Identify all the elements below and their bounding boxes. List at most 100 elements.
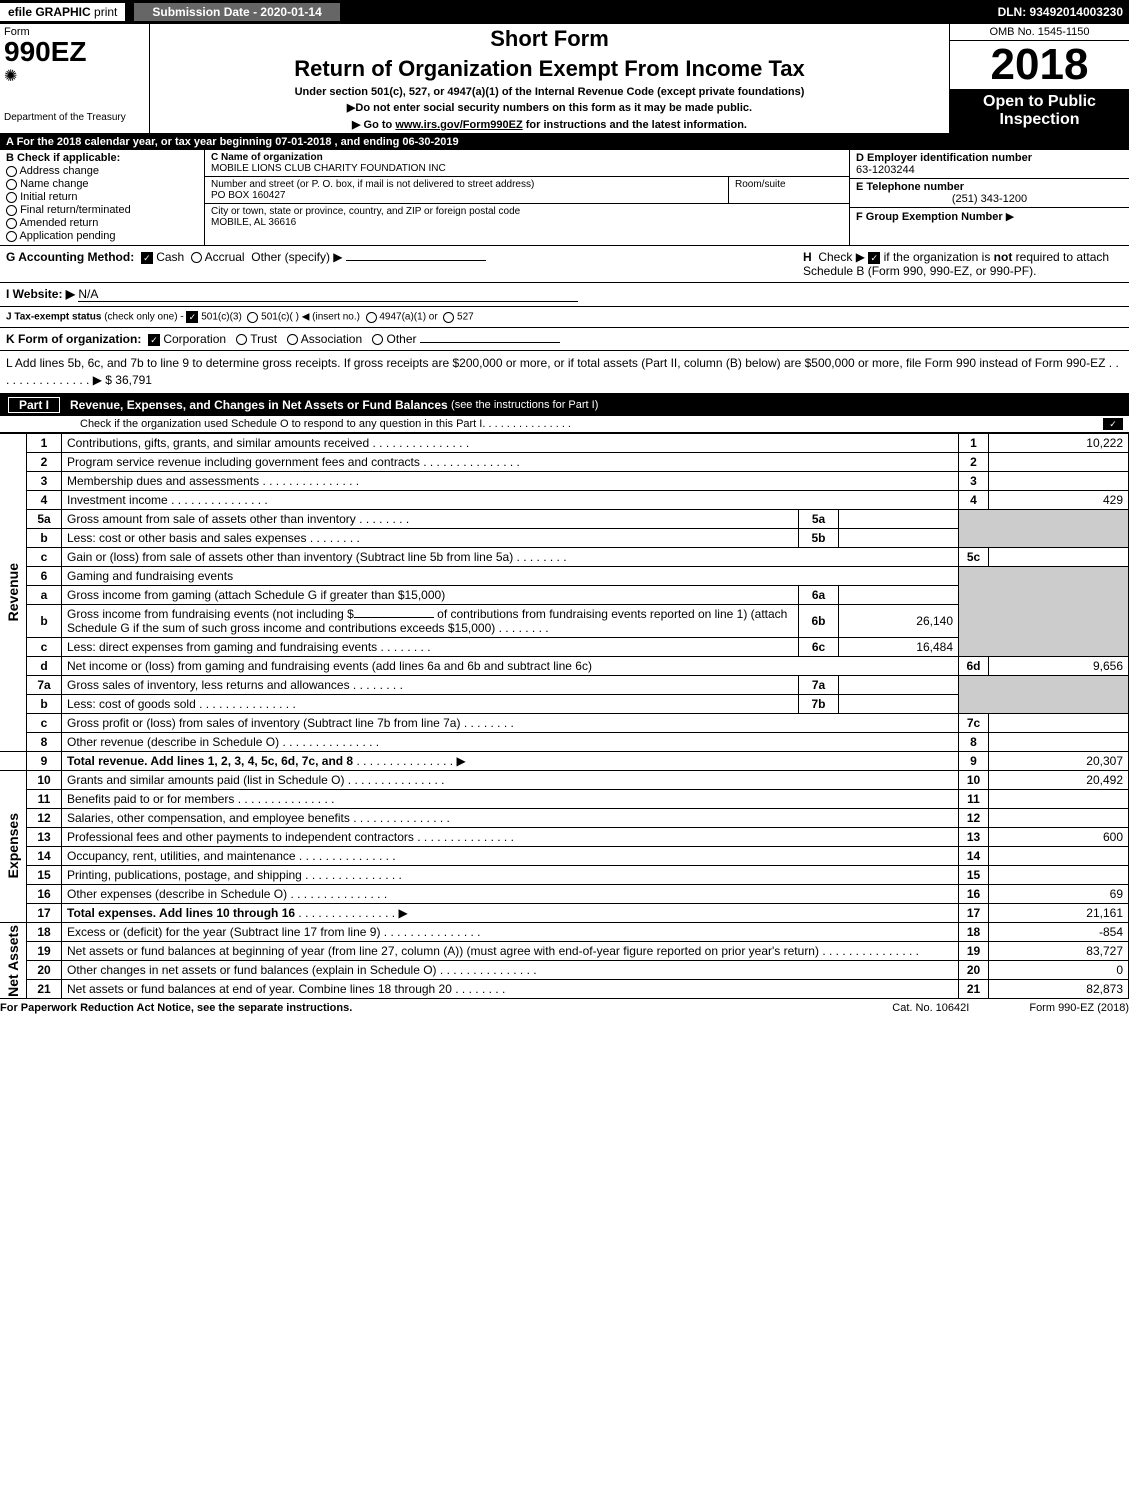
line-1-desc: Contributions, gifts, grants, and simila… — [67, 436, 369, 450]
row-18: Net Assets 18 Excess or (deficit) for th… — [0, 922, 1129, 941]
row-5c: c Gain or (loss) from sale of assets oth… — [0, 547, 1129, 566]
row-8: 8 Other revenue (describe in Schedule O)… — [0, 732, 1129, 751]
g-accrual: Accrual — [205, 250, 245, 264]
k-row: K Form of organization: ✓ Corporation Tr… — [0, 328, 1129, 351]
part1-header: Part I Revenue, Expenses, and Changes in… — [0, 394, 1129, 416]
line-18-desc: Excess or (deficit) for the year (Subtra… — [67, 925, 380, 939]
j-label: J Tax-exempt status — [6, 312, 101, 323]
line-2-num: 2 — [27, 452, 62, 471]
header-center: Short Form Return of Organization Exempt… — [150, 24, 949, 133]
line-3-num: 3 — [27, 471, 62, 490]
i-label: I Website: ▶ — [6, 287, 75, 301]
check-h[interactable]: ✓ — [868, 252, 880, 264]
org-info-block: B Check if applicable: Address change Na… — [0, 150, 1129, 246]
check-amended-return[interactable] — [6, 218, 17, 229]
street: PO BOX 160427 — [211, 190, 722, 201]
check-final-return[interactable] — [6, 205, 17, 216]
section-c: C Name of organization MOBILE LIONS CLUB… — [205, 150, 849, 245]
line-21-desc: Net assets or fund balances at end of ye… — [67, 982, 452, 996]
line-6a-ic: 6a — [799, 585, 839, 604]
line-21-val: 82,873 — [989, 980, 1129, 999]
check-cash[interactable]: ✓ — [141, 252, 153, 264]
row-9: 9 Total revenue. Add lines 1, 2, 3, 4, 5… — [0, 751, 1129, 770]
line-5a-iv — [839, 509, 959, 528]
check-trust[interactable] — [236, 334, 247, 345]
check-initial-return[interactable] — [6, 192, 17, 203]
goto-post: for instructions and the latest informat… — [523, 119, 747, 131]
row-5a: 5a Gross amount from sale of assets othe… — [0, 509, 1129, 528]
line-6-num: 6 — [27, 566, 62, 585]
row-19: 19 Net assets or fund balances at beginn… — [0, 941, 1129, 960]
check-application-pending[interactable] — [6, 231, 17, 242]
check-4947[interactable] — [366, 312, 377, 323]
check-assoc[interactable] — [287, 334, 298, 345]
line-1-col: 1 — [959, 433, 989, 452]
line-21-dots: . . . . . . . . — [455, 982, 505, 996]
line-11-dots: . . . . . . . . . . . . . . . — [238, 792, 335, 806]
row-12: 12 Salaries, other compensation, and emp… — [0, 808, 1129, 827]
check-501c3[interactable]: ✓ — [186, 311, 198, 323]
j-row: J Tax-exempt status (check only one) - ✓… — [0, 307, 1129, 328]
check-label-5: Application pending — [19, 230, 115, 242]
goto-url[interactable]: www.irs.gov/Form990EZ — [395, 119, 522, 131]
check-address-change[interactable] — [6, 166, 17, 177]
row-15: 15 Printing, publications, postage, and … — [0, 865, 1129, 884]
line-15-desc: Printing, publications, postage, and shi… — [67, 868, 302, 882]
line-18-dots: . . . . . . . . . . . . . . . — [384, 925, 481, 939]
part1-title: Revenue, Expenses, and Changes in Net As… — [70, 398, 448, 412]
line-17-arrow: ▶ — [398, 906, 407, 920]
line-14-num: 14 — [27, 846, 62, 865]
row-17: 17 Total expenses. Add lines 10 through … — [0, 903, 1129, 922]
submission-date: Submission Date - 2020-01-14 — [133, 2, 340, 22]
k-trust: Trust — [250, 332, 277, 346]
l-row: L Add lines 5b, 6c, and 7b to line 9 to … — [0, 351, 1129, 394]
line-3-dots: . . . . . . . . . . . . . . . — [262, 474, 359, 488]
line-9-val: 20,307 — [989, 751, 1129, 770]
line-13-dots: . . . . . . . . . . . . . . . — [417, 830, 514, 844]
dln: DLN: 93492014003230 — [998, 5, 1129, 19]
check-other-org[interactable] — [372, 334, 383, 345]
line-19-num: 19 — [27, 941, 62, 960]
line-6c-iv: 16,484 — [839, 637, 959, 656]
line-7a-dots: . . . . . . . . — [353, 678, 403, 692]
row-2: 2 Program service revenue including gove… — [0, 452, 1129, 471]
line-5c-col: 5c — [959, 547, 989, 566]
part1-table: Revenue 1 Contributions, gifts, grants, … — [0, 433, 1129, 1000]
line-7c-num: c — [27, 713, 62, 732]
shaded-5 — [959, 509, 1129, 547]
line-17-col: 17 — [959, 903, 989, 922]
row-20: 20 Other changes in net assets or fund b… — [0, 961, 1129, 980]
row-10: Expenses 10 Grants and similar amounts p… — [0, 770, 1129, 789]
line-18-val: -854 — [989, 922, 1129, 941]
check-corp[interactable]: ✓ — [148, 334, 160, 346]
check-501c[interactable] — [247, 312, 258, 323]
check-527[interactable] — [443, 312, 454, 323]
g-label: G Accounting Method: — [6, 250, 134, 264]
shaded-7 — [959, 675, 1129, 713]
line-5b-num: b — [27, 528, 62, 547]
check-o-row: Check if the organization used Schedule … — [0, 416, 1129, 433]
tax-year: 2018 — [950, 41, 1129, 89]
line-5c-desc: Gain or (loss) from sale of assets other… — [67, 550, 513, 564]
line-12-col: 12 — [959, 808, 989, 827]
check-schedule-o[interactable]: ✓ — [1103, 418, 1123, 430]
line-4-num: 4 — [27, 490, 62, 509]
line-6b-desc1: Gross income from fundraising events (no… — [67, 607, 354, 621]
d-label: D Employer identification number — [856, 152, 1123, 164]
line-9-num: 9 — [27, 751, 62, 770]
line-7a-desc: Gross sales of inventory, less returns a… — [67, 678, 350, 692]
check-name-change[interactable] — [6, 179, 17, 190]
open-public: Open to Public Inspection — [950, 89, 1129, 133]
check-accrual[interactable] — [191, 252, 202, 263]
line-11-num: 11 — [27, 789, 62, 808]
j-opt4: 527 — [457, 312, 474, 323]
line-11-val — [989, 789, 1129, 808]
h-text2: if the organization is — [884, 250, 994, 264]
row-21: 21 Net assets or fund balances at end of… — [0, 980, 1129, 999]
line-12-num: 12 — [27, 808, 62, 827]
check-label-0: Address change — [19, 165, 99, 177]
ein: 63-1203244 — [856, 164, 1123, 176]
shaded-6 — [959, 566, 1129, 656]
line-17-val: 21,161 — [989, 903, 1129, 922]
line-11-desc: Benefits paid to or for members — [67, 792, 234, 806]
